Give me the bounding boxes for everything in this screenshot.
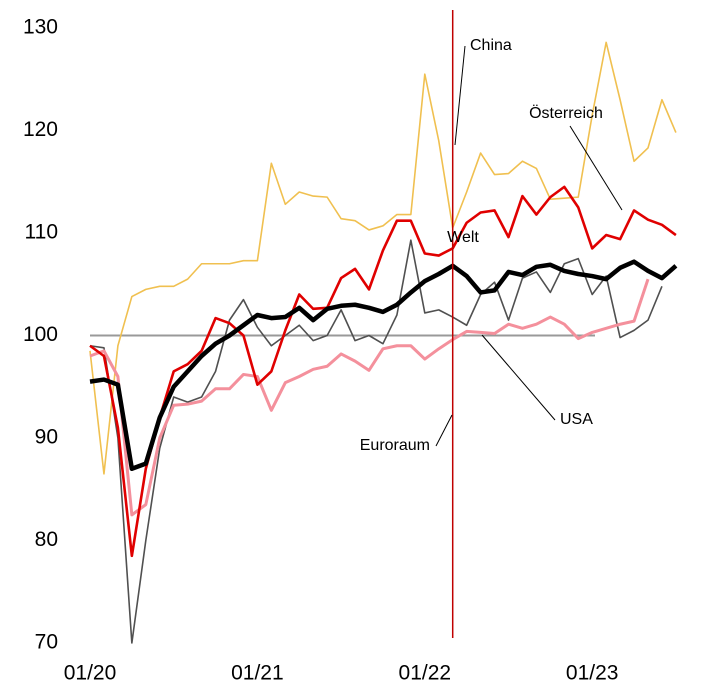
series-label: USA (560, 411, 593, 428)
series-line (89, 278, 650, 517)
series-line (89, 185, 677, 558)
series-label: Österreich (529, 104, 603, 122)
y-tick-label: 120 (23, 118, 58, 141)
y-tick-label: 90 (35, 426, 58, 449)
leader-line (569, 125, 623, 211)
leader-line (481, 334, 556, 421)
series-line (89, 259, 678, 471)
series-label: Welt (447, 229, 479, 246)
series-line (89, 41, 677, 475)
y-tick-label: 100 (23, 323, 58, 346)
x-tick-label: 01/21 (231, 662, 284, 685)
x-tick-label: 01/22 (399, 662, 452, 685)
y-tick-label: 130 (23, 16, 58, 39)
series-label: China (470, 37, 512, 54)
y-tick-label: 80 (35, 528, 58, 551)
leader-line (435, 414, 453, 447)
series-line (89, 239, 663, 644)
leader-line (454, 45, 466, 146)
x-tick-label: 01/23 (566, 662, 619, 685)
x-tick-label: 01/20 (64, 662, 117, 685)
series-label: Euroraum (360, 437, 430, 454)
y-tick-label: 70 (35, 631, 58, 654)
y-tick-label: 110 (25, 221, 58, 244)
